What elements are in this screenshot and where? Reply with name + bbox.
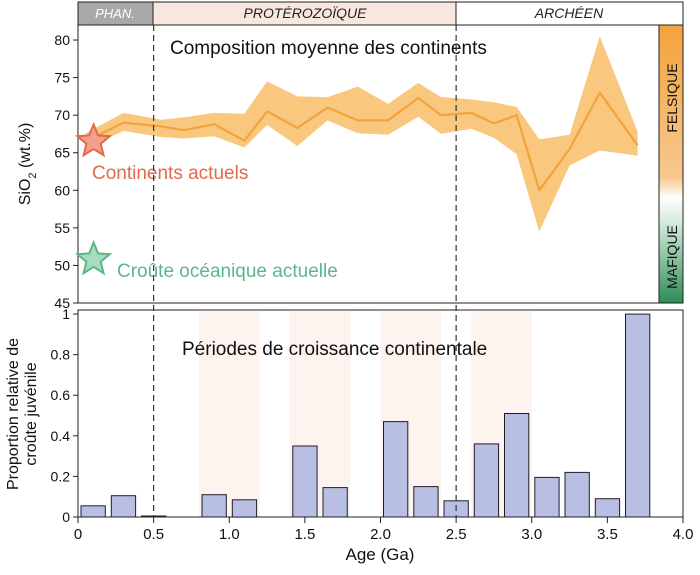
eon-proterozoic-band <box>153 2 456 25</box>
proportion-axis-title-line1: Proportion relative de <box>5 338 22 490</box>
juvenile-crust-bar-9 <box>322 487 348 518</box>
modern-continents-label: Continents actuels <box>92 163 248 184</box>
silica-mean-line <box>85 91 639 192</box>
juvenile-crust-bar-19 <box>625 313 651 518</box>
bottom-panel-title: Périodes de croissance continentale <box>182 339 487 360</box>
proportion-tick-label-0.4: 0.4 <box>51 428 71 444</box>
top-panel-frame <box>77 24 684 304</box>
eon-archean-label: ARCHÉEN <box>534 5 604 21</box>
proportion-tick-label-0.6: 0.6 <box>51 387 71 403</box>
age-tick-label-1.0: 1.0 <box>219 526 240 543</box>
juvenile-crust-bar-5 <box>201 494 227 518</box>
age-axis-title: Age (Ga) <box>346 545 415 564</box>
eon-header: PHAN. PROTÉROZOÏQUE ARCHÉEN <box>77 1 684 26</box>
juvenile-crust-bar-14 <box>473 443 500 518</box>
silica-tick-label-60: 60 <box>54 182 70 198</box>
proportion-y-axis: 0 0.2 0.4 0.6 0.8 1 <box>51 306 78 525</box>
juvenile-crust-bar-2 <box>110 495 137 518</box>
silica-tick-label-65: 65 <box>54 145 70 161</box>
oceanic-crust-marker <box>74 239 113 276</box>
silica-plot: Continents actuels Croûte océanique actue… <box>74 36 639 282</box>
age-tick-label-3.5: 3.5 <box>597 526 618 543</box>
felsic-mafic-bar: FELSIQUE MAFIQUE <box>658 24 684 304</box>
silica-envelope <box>85 36 638 232</box>
modern-continents-marker <box>74 121 113 158</box>
silica-axis-title: SiO2 (wt.%) <box>17 123 39 206</box>
growth-period-shade-1 <box>199 311 260 516</box>
proportion-tick-label-1: 1 <box>62 306 70 322</box>
age-tick-label-2.5: 2.5 <box>446 526 467 543</box>
felsic-label: FELSIQUE <box>664 63 680 132</box>
eon-archean-band <box>456 2 683 25</box>
silica-tick-label-70: 70 <box>54 107 70 123</box>
eon-phan-label: PHAN. <box>95 6 135 21</box>
age-tick-label-0.5: 0.5 <box>143 526 164 543</box>
eon-phan-band <box>78 2 153 25</box>
silica-tick-label-75: 75 <box>54 70 70 86</box>
juvenile-crust-bar-17 <box>564 471 590 518</box>
silica-tick-label-80: 80 <box>54 32 70 48</box>
juvenile-crust-bar-11 <box>383 421 409 518</box>
mafic-label: MAFIQUE <box>664 225 680 289</box>
proportion-axis-title-line2: croûte juvénile <box>23 362 40 465</box>
top-panel: Continents actuels Croûte océanique actue… <box>17 24 684 311</box>
silica-tick-label-55: 55 <box>54 220 70 236</box>
proportion-tick-label-0: 0 <box>62 509 70 525</box>
age-tick-label-3.0: 3.0 <box>521 526 542 543</box>
juvenile-crust-bar-18 <box>594 498 621 518</box>
juvenile-crust-bar-12 <box>413 486 439 518</box>
juvenile-crust-bar-16 <box>534 476 560 518</box>
age-tick-label-1.5: 1.5 <box>294 526 315 543</box>
bottom-panel: Périodes de croissance continentale 0 0.2… <box>5 306 693 564</box>
silica-tick-label-45: 45 <box>54 295 70 311</box>
juvenile-crust-bar-1 <box>80 505 106 518</box>
felsic-mafic-gradient <box>658 24 684 304</box>
silica-y-axis: 45 50 55 60 65 70 75 80 <box>54 32 78 311</box>
age-x-axis: 0 0.5 1.0 1.5 2.0 2.5 3.0 3.5 4.0 <box>74 517 694 543</box>
age-tick-label-2.0: 2.0 <box>370 526 391 543</box>
proportion-tick-label-0.2: 0.2 <box>51 468 71 484</box>
juvenile-crust-bar-6 <box>231 499 258 518</box>
proportion-tick-label-0.8: 0.8 <box>51 347 71 363</box>
eon-proterozoic-label: PROTÉROZOÏQUE <box>244 5 368 21</box>
oceanic-crust-label: Croûte océanique actuelle <box>117 261 338 282</box>
silica-tick-label-50: 50 <box>54 257 70 273</box>
eon-boundaries <box>153 25 457 517</box>
juvenile-crust-bar-15 <box>504 413 530 518</box>
age-tick-label-0: 0 <box>74 526 82 543</box>
juvenile-crust-bar-8 <box>292 445 318 518</box>
juvenile-crust-plot <box>80 311 651 518</box>
age-tick-label-4.0: 4.0 <box>673 526 694 543</box>
top-panel-title: Composition moyenne des continents <box>170 38 487 59</box>
